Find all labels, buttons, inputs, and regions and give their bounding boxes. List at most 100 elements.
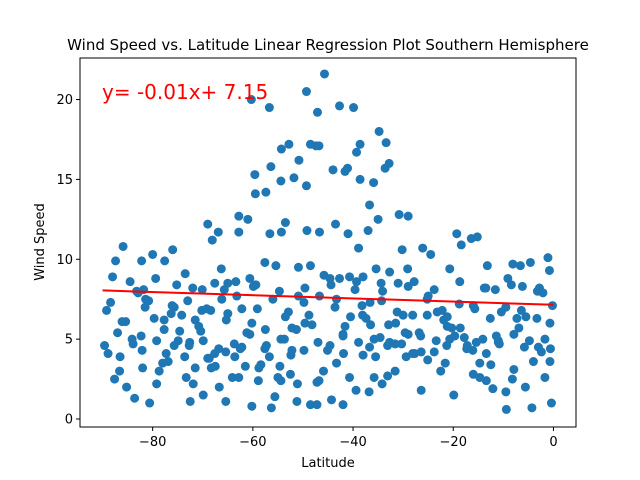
data-point bbox=[260, 257, 270, 267]
data-point bbox=[455, 323, 465, 333]
data-point bbox=[163, 357, 173, 367]
data-point bbox=[349, 103, 359, 113]
data-point bbox=[275, 361, 285, 371]
data-point bbox=[481, 283, 491, 293]
data-point bbox=[355, 174, 365, 184]
data-point bbox=[373, 214, 383, 224]
data-point bbox=[403, 281, 413, 291]
data-point bbox=[429, 285, 439, 295]
data-point bbox=[190, 363, 200, 373]
data-point bbox=[185, 396, 195, 406]
data-point bbox=[515, 261, 525, 271]
data-point bbox=[181, 372, 191, 382]
data-point bbox=[358, 272, 368, 282]
data-point bbox=[381, 138, 391, 148]
data-point bbox=[305, 261, 315, 271]
data-point bbox=[256, 360, 266, 370]
data-point bbox=[276, 144, 286, 154]
data-point bbox=[206, 305, 216, 315]
data-point bbox=[429, 347, 439, 357]
data-point bbox=[301, 87, 311, 97]
data-point bbox=[350, 285, 360, 295]
data-point bbox=[501, 387, 511, 397]
data-point bbox=[475, 372, 485, 382]
data-point bbox=[354, 243, 364, 253]
data-point bbox=[138, 363, 148, 373]
data-point bbox=[137, 345, 147, 355]
data-point bbox=[440, 358, 450, 368]
data-point bbox=[403, 211, 413, 221]
data-point bbox=[345, 372, 355, 382]
data-point bbox=[377, 296, 387, 306]
data-point bbox=[437, 305, 447, 315]
data-point bbox=[328, 165, 338, 175]
data-point bbox=[113, 328, 123, 338]
data-point bbox=[261, 187, 271, 197]
data-point bbox=[102, 305, 112, 315]
data-point bbox=[149, 313, 159, 323]
data-point bbox=[459, 333, 469, 343]
data-point bbox=[455, 277, 465, 287]
data-point bbox=[346, 312, 356, 322]
data-point bbox=[332, 358, 342, 368]
data-point bbox=[543, 253, 553, 263]
data-point bbox=[180, 269, 190, 279]
data-point bbox=[115, 366, 125, 376]
data-point bbox=[501, 302, 511, 312]
regression-equation: y= -0.01x+ 7.15 bbox=[102, 80, 268, 104]
data-point bbox=[540, 372, 550, 382]
data-point bbox=[237, 304, 247, 314]
data-point bbox=[450, 331, 460, 341]
data-point bbox=[394, 210, 404, 220]
data-point bbox=[426, 249, 436, 259]
data-point bbox=[314, 291, 324, 301]
data-point bbox=[521, 312, 531, 322]
data-point bbox=[180, 352, 190, 362]
data-point bbox=[312, 400, 322, 410]
data-point bbox=[221, 396, 231, 406]
data-point bbox=[365, 200, 375, 210]
y-axis-label: Wind Speed bbox=[33, 203, 48, 281]
data-point bbox=[223, 278, 233, 288]
data-point bbox=[339, 349, 349, 359]
data-point bbox=[234, 211, 244, 221]
data-point bbox=[423, 291, 433, 301]
data-point bbox=[545, 344, 555, 354]
data-point bbox=[517, 281, 527, 291]
data-point bbox=[108, 272, 118, 282]
data-point bbox=[246, 95, 256, 105]
data-point bbox=[472, 232, 482, 242]
data-point bbox=[442, 341, 452, 351]
data-point bbox=[264, 352, 274, 362]
data-point bbox=[137, 256, 147, 266]
data-point bbox=[250, 170, 260, 180]
data-point bbox=[122, 382, 132, 392]
data-point bbox=[110, 374, 120, 384]
data-point bbox=[369, 372, 379, 382]
data-point bbox=[416, 385, 426, 395]
data-point bbox=[106, 297, 116, 307]
data-point bbox=[207, 235, 217, 245]
data-point bbox=[355, 139, 365, 149]
data-point bbox=[159, 315, 169, 325]
data-point bbox=[118, 241, 128, 251]
data-point bbox=[188, 379, 198, 389]
data-point bbox=[468, 345, 478, 355]
data-point bbox=[245, 273, 255, 283]
data-point bbox=[190, 315, 200, 325]
data-point bbox=[173, 336, 183, 346]
data-point bbox=[403, 264, 413, 274]
data-point bbox=[371, 352, 381, 362]
data-point bbox=[383, 371, 393, 381]
data-point bbox=[506, 280, 516, 290]
data-point bbox=[172, 280, 182, 290]
data-point bbox=[452, 229, 462, 239]
data-point bbox=[136, 331, 146, 341]
data-point bbox=[431, 336, 441, 346]
data-point bbox=[144, 296, 154, 306]
x-tick-label: −20 bbox=[440, 435, 467, 450]
data-point bbox=[289, 173, 299, 183]
data-point bbox=[214, 382, 224, 392]
data-point bbox=[307, 320, 317, 330]
